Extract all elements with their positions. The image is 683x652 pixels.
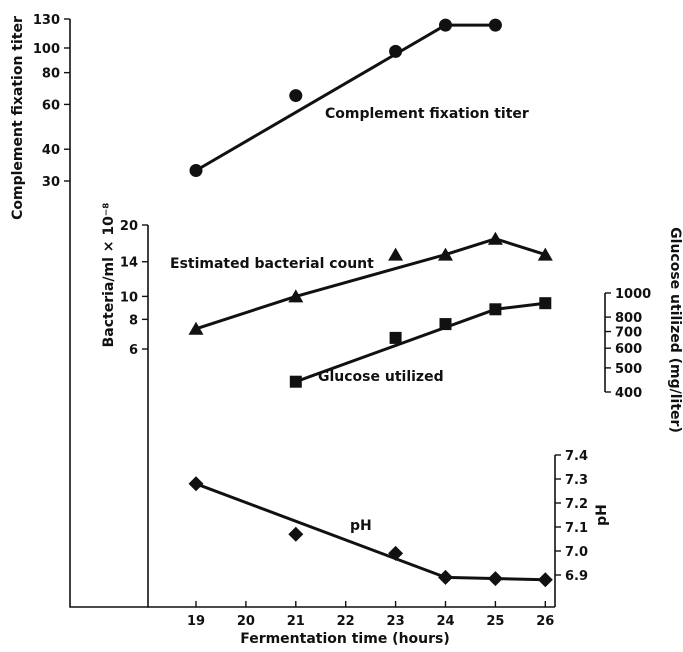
marker-triangle-bact: [487, 231, 503, 245]
x-tick-label: 23: [387, 614, 405, 629]
marker-square-gluc: [539, 297, 552, 310]
marker-square-gluc: [439, 318, 452, 331]
cf-tick-label: 40: [42, 143, 60, 158]
marker-diamond-ph: [188, 476, 204, 492]
bact-tick-label: 20: [120, 219, 138, 234]
gluc-axis-label: Glucose utilized (mg/liter): [667, 227, 683, 433]
bact-axis-label: Bacteria/ml × 10⁻⁸: [101, 203, 117, 348]
gluc-tick-label: 800: [615, 311, 642, 326]
marker-circle-cf: [389, 44, 403, 58]
gluc-tick-label: 700: [615, 326, 642, 341]
cf-axis-label: Complement fixation titer: [10, 16, 26, 220]
cf-tick-label: 80: [42, 67, 60, 82]
marker-triangle-bact: [537, 247, 553, 261]
fit-line-cf: [195, 23, 496, 172]
ph-tick-label: 7.3: [565, 473, 588, 488]
marker-triangle-bact: [188, 321, 204, 335]
x-tick-label: 24: [436, 614, 454, 629]
marker-square-gluc: [389, 331, 402, 344]
series-label-bacteria: Estimated bacterial count: [170, 256, 374, 272]
marker-diamond-ph: [487, 571, 503, 587]
marker-circle-cf: [189, 163, 203, 177]
ph-tick-label: 7.2: [565, 497, 588, 512]
ph-tick-label: 7.1: [565, 521, 588, 536]
x-axis-label: Fermentation time (hours): [240, 631, 450, 647]
bact-tick-label: 6: [129, 343, 138, 358]
marker-triangle-bact: [438, 247, 453, 261]
ph-tick-label: 7.4: [565, 449, 588, 464]
marker-square-gluc: [489, 303, 502, 316]
bact-tick-label: 8: [129, 313, 138, 328]
series-label-cf: Complement fixation titer: [325, 106, 529, 122]
marker-triangle-bact: [288, 289, 304, 303]
marker-diamond-ph: [537, 572, 553, 588]
x-tick-label: 20: [237, 614, 255, 629]
marker-circle-cf: [289, 89, 303, 103]
bact-tick-label: 10: [120, 290, 138, 305]
cf-axis-line: [69, 19, 148, 608]
marker-triangle-bact: [388, 247, 404, 261]
x-tick-label: 25: [486, 614, 504, 629]
marker-square-gluc: [289, 375, 302, 388]
cf-tick-label: 130: [33, 13, 60, 28]
x-tick-label: 22: [337, 614, 355, 629]
ph-tick-label: 7.0: [565, 545, 588, 560]
bact-tick-label: 14: [120, 256, 138, 271]
marker-diamond-ph: [438, 569, 453, 585]
marker-diamond-ph: [388, 545, 404, 561]
cf-tick-label: 30: [42, 175, 60, 190]
axes: [69, 19, 606, 608]
bact-axis-line: [147, 225, 555, 608]
data-markers: [188, 18, 553, 588]
marker-circle-cf: [439, 18, 452, 32]
axis-labels: Fermentation time (hours) Complement fix…: [10, 16, 683, 647]
gluc-tick-label: 400: [615, 386, 642, 401]
gluc-tick-label: 600: [615, 342, 642, 357]
x-tick-label: 21: [287, 614, 305, 629]
x-tick-label: 19: [187, 614, 205, 629]
gluc-tick-label: 1000: [615, 287, 651, 302]
ph-tick-label: 6.9: [565, 569, 588, 584]
marker-diamond-ph: [288, 526, 304, 542]
marker-circle-cf: [488, 18, 502, 32]
cf-tick-label: 100: [33, 42, 60, 57]
series-label-ph: pH: [350, 518, 372, 534]
ph-axis-label: pH: [594, 504, 610, 526]
gluc-tick-label: 500: [615, 362, 642, 377]
series-annotations: Complement fixation titer Estimated bact…: [170, 106, 529, 534]
x-tick-label: 26: [536, 614, 554, 629]
fit-line-bact: [195, 237, 546, 331]
series-label-glucose: Glucose utilized: [318, 369, 444, 385]
cf-tick-label: 60: [42, 98, 60, 113]
